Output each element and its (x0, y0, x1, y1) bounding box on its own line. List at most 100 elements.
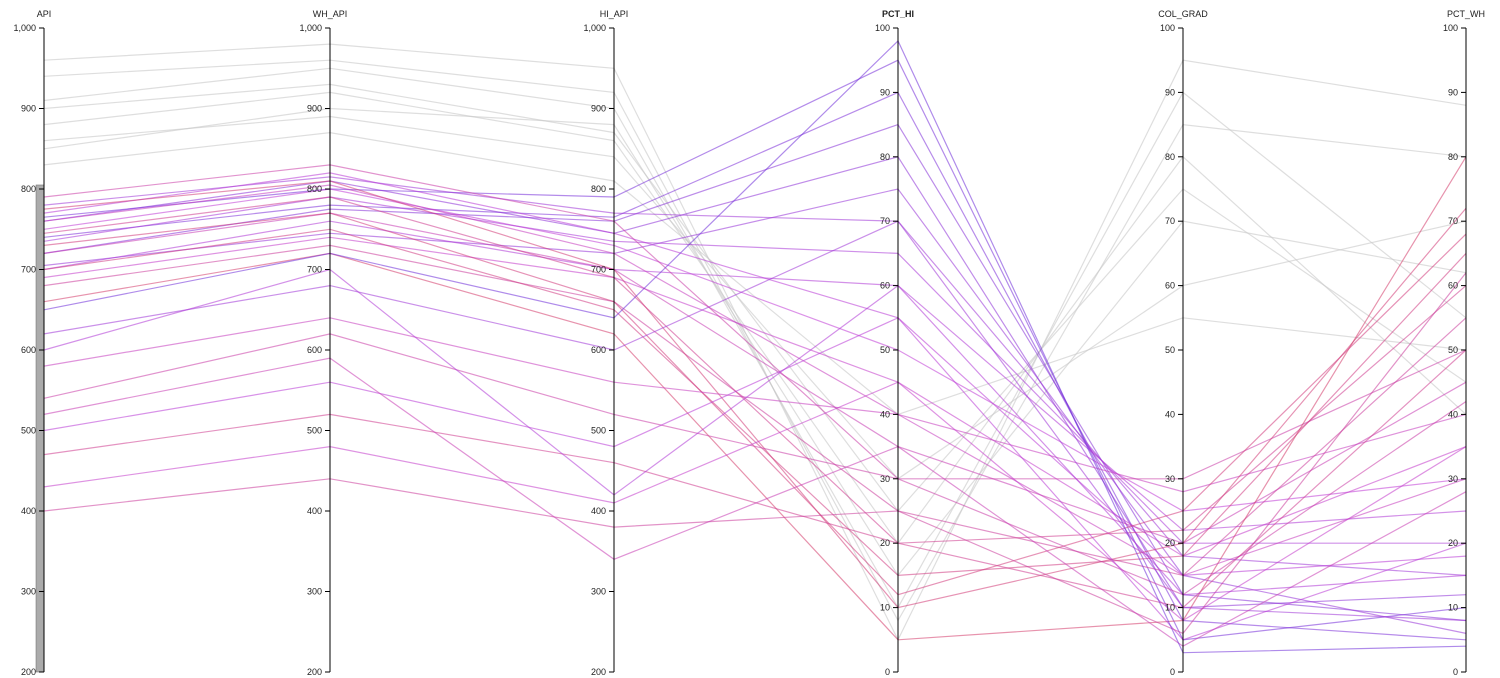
tick-label: 60 (1165, 281, 1175, 291)
series-line-38 (43, 83, 1467, 512)
tick-label: 200 (21, 667, 36, 677)
api-brush-selection[interactable] (35, 184, 45, 673)
tick-label: 600 (21, 345, 36, 355)
series-line-12 (43, 184, 1467, 493)
tick-label: 400 (21, 506, 36, 516)
tick-label: 500 (307, 426, 322, 436)
brush-group[interactable] (35, 184, 45, 673)
tick-label: 80 (1165, 152, 1175, 162)
tick-label: 1,000 (299, 23, 322, 33)
tick-label: 1,000 (583, 23, 606, 33)
tick-label: 30 (880, 474, 890, 484)
series-line-32 (43, 67, 1467, 609)
tick-label: 900 (21, 104, 36, 114)
axis-title[interactable]: PCT_HI (882, 9, 914, 19)
tick-label: 20 (1448, 538, 1458, 548)
axis-title[interactable]: COL_GRAD (1158, 9, 1208, 19)
tick-label: 60 (880, 281, 890, 291)
series-line-17 (43, 228, 1467, 577)
axis-title[interactable]: PCT_WH (1447, 9, 1485, 19)
series-line-9 (43, 172, 1467, 577)
tick-label: 30 (1448, 474, 1458, 484)
series-line-18 (43, 180, 1467, 609)
tick-label: 90 (1165, 87, 1175, 97)
tick-label: 70 (1448, 216, 1458, 226)
tick-label: 800 (591, 184, 606, 194)
series-line-21 (43, 220, 1467, 622)
tick-label: 10 (1165, 603, 1175, 613)
tick-label: 40 (880, 409, 890, 419)
tick-label: 700 (21, 265, 36, 275)
tick-label: 400 (591, 506, 606, 516)
tick-label: 50 (1165, 345, 1175, 355)
tick-label: 80 (1448, 152, 1458, 162)
series-line-13 (43, 212, 1467, 544)
series-line-1 (43, 59, 1467, 641)
series-line-5 (43, 188, 1467, 634)
series-line-24 (43, 317, 1467, 641)
tick-label: 100 (1160, 23, 1175, 33)
axis-col-grad[interactable]: COL_GRAD 0 10 20 30 40 50 60 70 80 90 100 (1158, 9, 1208, 677)
tick-label: 900 (591, 104, 606, 114)
series-line-28 (43, 357, 1467, 647)
axis-title[interactable]: WH_API (313, 9, 348, 19)
series-line-30 (43, 39, 1467, 654)
tick-label: 0 (1453, 667, 1458, 677)
tick-label: 300 (591, 587, 606, 597)
tick-label: 800 (21, 184, 36, 194)
axis-title[interactable]: API (37, 9, 52, 19)
tick-label: 800 (307, 184, 322, 194)
tick-label: 40 (1448, 409, 1458, 419)
axis-wh-api[interactable]: WH_API 200 300 400 500 600 700 800 900 1,000 (299, 9, 347, 677)
series-line-31 (43, 91, 1467, 545)
tick-label: 500 (591, 426, 606, 436)
axis-api[interactable]: API 200 300 400 500 600 700 800 900 1,000 (13, 9, 51, 677)
series-line-36 (43, 43, 1467, 642)
tick-label: 20 (1165, 538, 1175, 548)
series-line-25 (43, 349, 1467, 609)
inactive-lines-group (43, 43, 1467, 642)
series-line-27 (43, 272, 1467, 635)
tick-label: 40 (1165, 409, 1175, 419)
tick-label: 600 (307, 345, 322, 355)
tick-label: 100 (1443, 23, 1458, 33)
series-line-16 (43, 196, 1467, 544)
tick-label: 900 (307, 104, 322, 114)
series-line-23 (43, 333, 1467, 596)
tick-label: 600 (591, 345, 606, 355)
tick-label: 200 (591, 667, 606, 677)
tick-label: 50 (880, 345, 890, 355)
tick-label: 300 (307, 587, 322, 597)
tick-label: 90 (1448, 87, 1458, 97)
series-line-7 (43, 196, 1466, 544)
axis-pct-hi[interactable]: PCT_HI 0 10 20 30 40 50 60 70 80 90 100 (875, 9, 914, 677)
axis-hi-api[interactable]: HI_API 200 300 400 500 600 700 800 900 1,000 (583, 9, 628, 677)
tick-label: 70 (880, 216, 890, 226)
series-line-33 (43, 115, 1467, 480)
tick-label: 10 (880, 603, 890, 613)
series-line-3 (43, 123, 1467, 622)
tick-label: 700 (307, 265, 322, 275)
tick-label: 1,000 (13, 23, 36, 33)
tick-label: 300 (21, 587, 36, 597)
tick-label: 0 (885, 667, 890, 677)
tick-label: 400 (307, 506, 322, 516)
tick-label: 700 (591, 265, 606, 275)
tick-label: 0 (1170, 667, 1175, 677)
tick-label: 200 (307, 667, 322, 677)
tick-label: 10 (1448, 603, 1458, 613)
tick-label: 80 (880, 152, 890, 162)
tick-label: 90 (880, 87, 890, 97)
active-lines-group (43, 39, 1467, 654)
axes-group: API2003004005006007008009001,000WH_API20… (13, 9, 1485, 677)
axis-pct-wh[interactable]: PCT_WH 0 10 20 30 40 50 60 70 80 90 100 (1443, 9, 1485, 677)
series-line-34 (43, 59, 1467, 622)
series-line-19 (43, 156, 1467, 641)
axis-title[interactable]: HI_API (600, 9, 629, 19)
series-line-4 (43, 156, 1467, 609)
series-line-29 (43, 268, 1467, 596)
series-line-11 (43, 236, 1467, 557)
tick-label: 30 (1165, 474, 1175, 484)
